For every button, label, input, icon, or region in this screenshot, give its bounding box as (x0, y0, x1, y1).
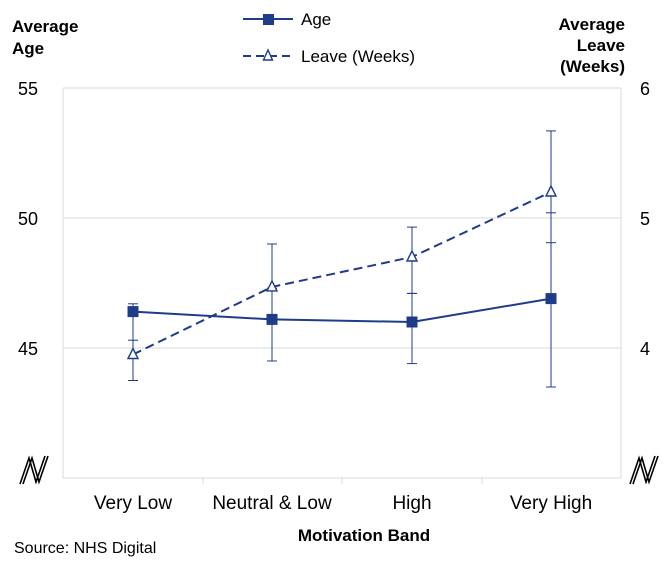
right-axis-title-line1: Average (559, 15, 625, 34)
left-tick-label: 50 (18, 209, 38, 229)
legend-leave-marker (262, 48, 274, 61)
right-axis-break-icon (629, 455, 659, 485)
legend-age-marker (263, 14, 274, 25)
series-line (132, 297, 552, 324)
x-category-label: Very Low (94, 493, 172, 514)
legend-leave-label: Leave (Weeks) (301, 47, 415, 66)
right-axis-title-line3: (Weeks) (560, 57, 625, 76)
data-point (544, 184, 558, 197)
series-leave (126, 130, 558, 381)
right-tick-label: 4 (640, 339, 650, 359)
data-point (545, 293, 557, 305)
series-line (132, 191, 552, 356)
data-point (127, 306, 139, 318)
legend: Age Leave (Weeks) (243, 10, 415, 66)
data-point (405, 249, 419, 262)
left-tick-label: 55 (18, 79, 38, 99)
series-age (127, 212, 557, 388)
source-note: Source: NHS Digital (14, 540, 156, 557)
left-axis-title-line2: Age (12, 39, 44, 58)
data-point (406, 316, 418, 328)
series-marks (126, 130, 558, 388)
legend-age-label: Age (301, 10, 331, 29)
x-category-label: High (392, 493, 431, 514)
x-category-label: Very High (510, 493, 592, 514)
x-category-label: Neutral & Low (212, 493, 332, 514)
left-tick-label: 45 (18, 339, 38, 359)
left-axis-break-icon (19, 455, 49, 485)
right-tick-label: 5 (640, 209, 650, 229)
right-tick-label: 6 (640, 79, 650, 99)
grid-and-axes (62, 87, 622, 484)
data-point (265, 279, 279, 292)
right-axis-title-line2: Leave (577, 36, 625, 55)
data-point (126, 346, 140, 360)
left-axis-title-line1: Average (12, 17, 78, 36)
x-axis-title: Motivation Band (298, 526, 430, 545)
